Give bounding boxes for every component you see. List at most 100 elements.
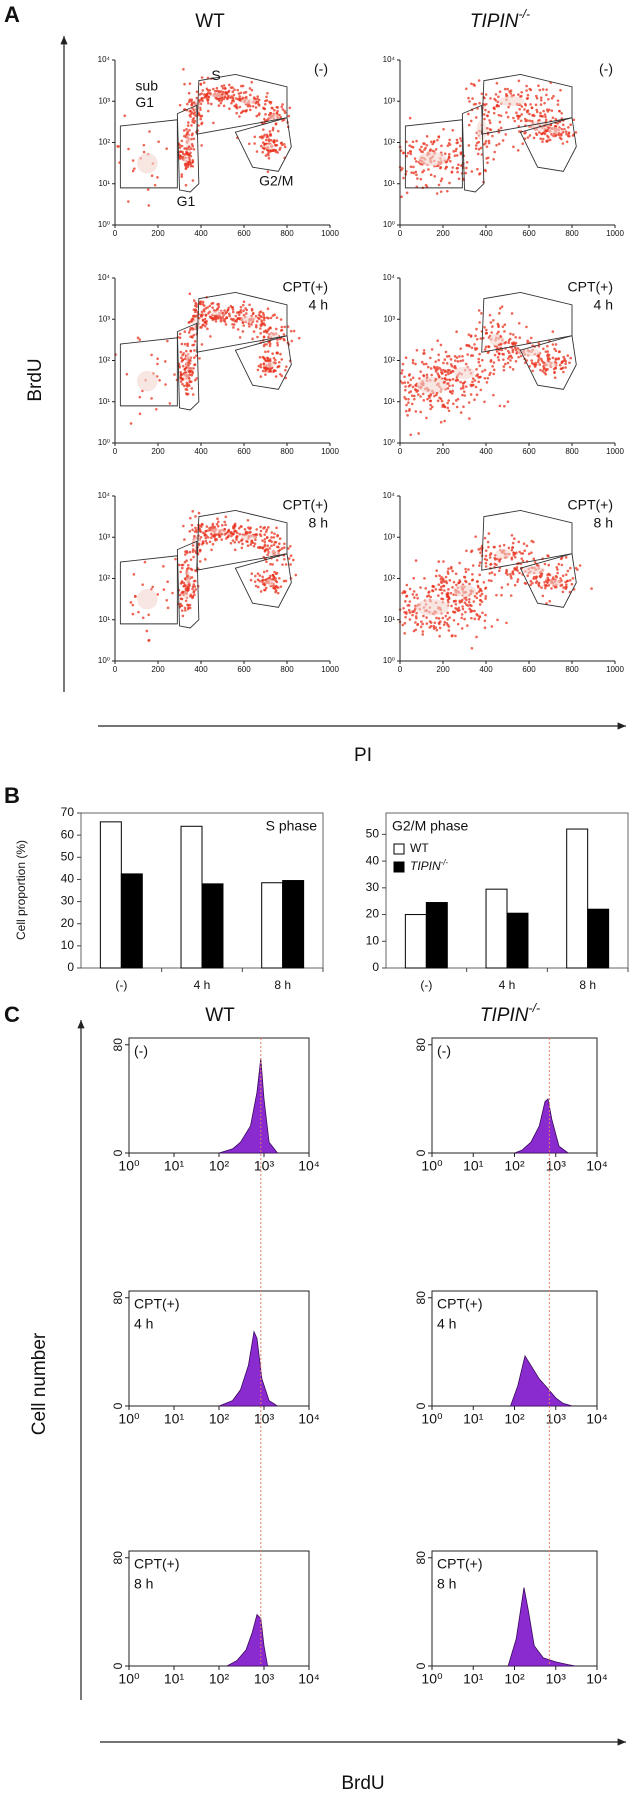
density-dot [561, 590, 565, 594]
density-dot [552, 367, 556, 371]
density-core [136, 588, 158, 610]
density-dot [560, 583, 564, 587]
density-dot [190, 523, 194, 527]
y-tick-label: 10 [61, 938, 75, 952]
density-dot [505, 111, 508, 114]
density-dot [569, 566, 572, 570]
density-dot [477, 357, 480, 361]
density-dot [478, 101, 481, 105]
density-dot [426, 397, 429, 401]
density-dot [188, 530, 192, 533]
density-dot [259, 375, 263, 378]
density-dot [544, 586, 547, 590]
density-dot [199, 548, 202, 552]
density-dot [487, 345, 491, 349]
density-dot [474, 348, 477, 351]
density-dot [477, 360, 481, 364]
density-dot [237, 526, 241, 530]
density-dot [223, 320, 227, 323]
density-dot [258, 135, 262, 139]
density-dot [206, 327, 209, 331]
density-dot [211, 306, 214, 309]
density-dot [564, 573, 568, 576]
density-dot [403, 610, 406, 614]
density-dot [411, 613, 414, 617]
density-dot [488, 572, 492, 575]
density-dot [516, 569, 519, 572]
density-dot [539, 96, 543, 100]
density-dot [484, 139, 488, 143]
density-core [517, 348, 541, 357]
density-dot [452, 593, 455, 596]
x-tick-label: 800 [280, 447, 294, 456]
density-dot [193, 534, 196, 538]
density-dot [201, 97, 204, 100]
density-dot [558, 109, 561, 113]
density-dot [448, 138, 451, 142]
density-dot [484, 561, 488, 565]
density-dot [422, 349, 426, 352]
density-dot [512, 551, 516, 555]
density-dot [477, 79, 481, 82]
density-dot [231, 96, 235, 99]
density-dot [254, 106, 258, 109]
x-tick-label: 200 [151, 665, 165, 674]
density-dot [444, 369, 447, 373]
density-dot [479, 594, 482, 598]
density-dot [422, 142, 425, 145]
density-dot [189, 151, 192, 155]
density-dot [414, 388, 418, 392]
density-dot [443, 589, 446, 592]
density-dot [429, 148, 432, 151]
density-dot [514, 336, 517, 339]
density-dot [466, 624, 469, 627]
density-dot [547, 584, 551, 587]
x-tick-label: 10⁴ [586, 1158, 608, 1174]
density-dot [259, 534, 263, 538]
density-dot [523, 581, 527, 585]
density-dot [266, 358, 270, 362]
density-dot [162, 565, 165, 568]
density-dot [458, 601, 462, 604]
y-tick-label: 0 [414, 1149, 428, 1156]
bar [261, 882, 284, 969]
density-dot [209, 536, 213, 540]
density-dot [502, 358, 505, 361]
density-dot [438, 622, 441, 626]
x-axis-label: PI [354, 745, 372, 766]
density-dot [199, 313, 203, 317]
annotation: CPT(+) [283, 279, 329, 295]
density-dot [279, 585, 283, 588]
density-dot [187, 369, 190, 372]
density-dot [429, 173, 433, 177]
density-dot [506, 400, 510, 404]
density-dot [565, 140, 569, 144]
density-dot [497, 352, 501, 355]
density-dot [227, 83, 231, 87]
density-dot [444, 614, 448, 618]
y-tick-label: 10³ [383, 532, 395, 541]
density-dot [440, 177, 444, 181]
density-dot [564, 580, 567, 584]
density-dot [498, 312, 501, 315]
density-dot [263, 142, 267, 146]
density-dot [186, 567, 189, 571]
density-dot [263, 323, 267, 327]
density-dot [475, 368, 478, 371]
density-dot [232, 323, 236, 326]
density-dot [497, 330, 500, 334]
density-dot [556, 571, 559, 575]
density-dot [133, 167, 136, 170]
density-dot [513, 555, 517, 559]
density-dot [252, 544, 256, 548]
density-dot [433, 621, 437, 625]
density-dot [222, 84, 226, 87]
density-dot [493, 150, 496, 154]
density-dot [129, 601, 133, 604]
density-dot [271, 106, 274, 110]
density-dot [434, 587, 438, 591]
density-dot [429, 595, 432, 599]
density-dot [253, 142, 256, 145]
density-dot [518, 336, 522, 340]
density-dot [443, 358, 447, 361]
